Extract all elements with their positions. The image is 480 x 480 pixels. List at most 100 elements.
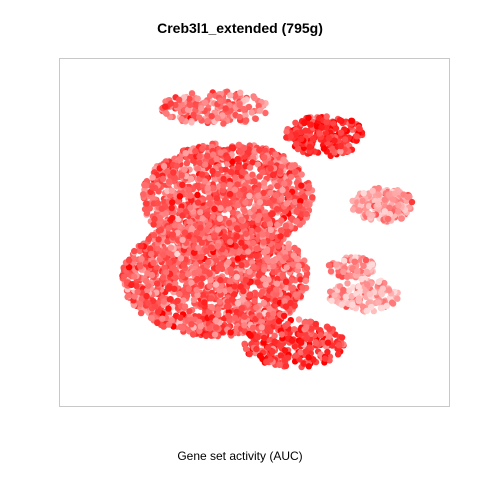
data-point — [201, 299, 207, 305]
data-point — [243, 231, 249, 237]
data-point — [213, 281, 219, 287]
data-point — [238, 217, 244, 223]
data-point — [184, 160, 190, 166]
data-point — [349, 302, 355, 308]
data-point — [234, 274, 240, 280]
data-point — [261, 335, 267, 341]
data-point — [225, 155, 231, 161]
data-point — [392, 190, 398, 196]
data-point — [149, 194, 155, 200]
data-point — [187, 192, 193, 198]
data-point — [375, 299, 381, 305]
data-point — [277, 233, 283, 239]
data-point — [204, 153, 210, 159]
data-point — [126, 257, 132, 263]
data-point — [160, 176, 166, 182]
data-point — [269, 348, 275, 354]
data-point — [211, 206, 217, 212]
data-point — [213, 324, 219, 330]
data-point — [326, 326, 332, 332]
data-point — [246, 351, 252, 357]
data-point — [296, 316, 302, 322]
data-point — [198, 254, 204, 260]
data-point — [290, 261, 296, 267]
data-point — [298, 340, 304, 346]
data-point — [159, 206, 165, 212]
data-point — [220, 182, 226, 188]
data-point — [354, 268, 360, 274]
data-point — [159, 316, 165, 322]
data-point — [370, 188, 376, 194]
data-point — [208, 113, 214, 119]
data-point — [149, 272, 155, 278]
data-point — [274, 183, 280, 189]
data-point — [261, 179, 267, 185]
data-point — [225, 313, 231, 319]
data-point — [210, 213, 216, 219]
data-point — [331, 137, 337, 143]
data-point — [291, 245, 297, 251]
x-axis-label: Gene set activity (AUC) — [0, 449, 480, 463]
data-point — [303, 201, 309, 207]
data-point — [195, 199, 201, 205]
data-point — [229, 145, 235, 151]
data-point — [167, 296, 173, 302]
data-point — [150, 221, 156, 227]
data-point — [183, 150, 189, 156]
data-point — [376, 279, 382, 285]
data-point — [270, 258, 276, 264]
data-point — [213, 317, 219, 323]
data-point — [206, 200, 212, 206]
data-point — [196, 268, 202, 274]
data-point — [174, 163, 180, 169]
data-point — [194, 192, 200, 198]
data-point — [179, 182, 185, 188]
data-point — [243, 277, 249, 283]
data-point — [261, 154, 267, 160]
data-point — [217, 98, 223, 104]
data-point — [254, 334, 260, 340]
data-point — [272, 338, 278, 344]
data-point — [228, 329, 234, 335]
data-point — [177, 193, 183, 199]
data-point — [276, 318, 282, 324]
data-point — [322, 355, 328, 361]
data-point — [149, 174, 155, 180]
data-point — [379, 305, 385, 311]
data-point — [227, 191, 233, 197]
data-point — [299, 284, 305, 290]
data-point — [364, 269, 370, 275]
data-point — [250, 93, 256, 99]
data-point — [305, 185, 311, 191]
data-point — [281, 313, 287, 319]
data-point — [246, 193, 252, 199]
data-point — [220, 120, 226, 126]
data-point — [227, 92, 233, 98]
data-point — [243, 117, 249, 123]
data-point — [339, 302, 345, 308]
data-point — [243, 346, 249, 352]
data-point — [192, 148, 198, 154]
data-point — [143, 200, 149, 206]
data-point — [207, 277, 213, 283]
data-point — [282, 347, 288, 353]
data-point — [174, 298, 180, 304]
data-point — [301, 119, 307, 125]
data-point — [155, 308, 161, 314]
data-point — [162, 104, 168, 110]
data-point — [204, 212, 210, 218]
data-point — [364, 281, 370, 287]
data-point — [171, 286, 177, 292]
data-point — [250, 240, 256, 246]
data-point — [251, 264, 257, 270]
data-point — [313, 321, 319, 327]
data-point — [211, 232, 217, 238]
data-point — [255, 226, 261, 232]
data-point — [307, 144, 313, 150]
data-point — [245, 248, 251, 254]
data-point — [189, 90, 195, 96]
data-point — [256, 213, 262, 219]
data-point — [214, 156, 220, 162]
data-point — [182, 229, 188, 235]
